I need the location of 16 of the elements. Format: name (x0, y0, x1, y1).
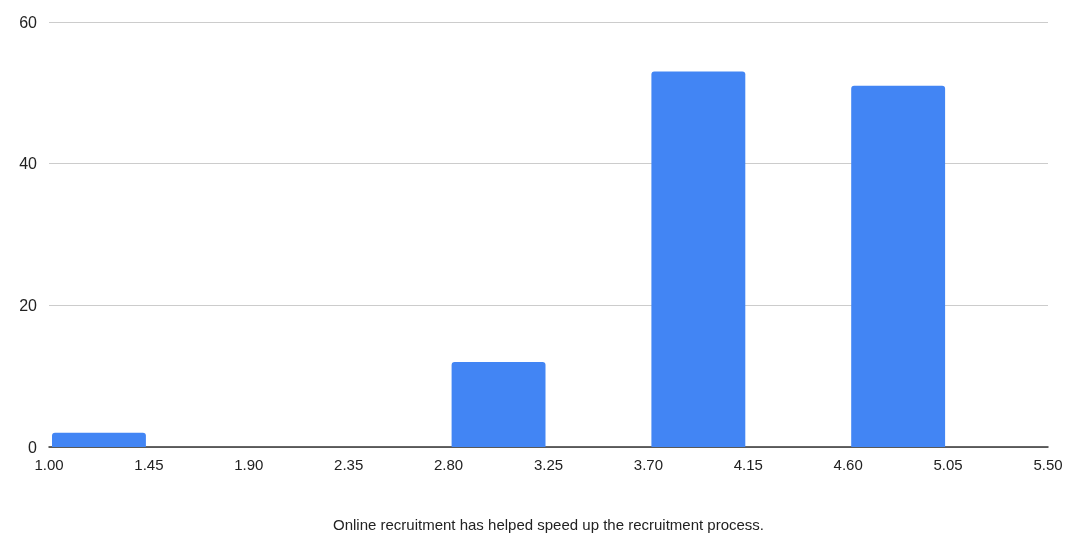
x-tick-label: 5.50 (1033, 456, 1063, 473)
x-tick-label: 2.35 (334, 456, 364, 473)
x-tick-label: 1.00 (34, 456, 64, 473)
x-tick-label: 4.15 (733, 456, 763, 473)
x-tick-label: 3.25 (533, 456, 564, 473)
x-tick-label: 1.45 (134, 456, 164, 473)
x-tick-label: 1.90 (234, 456, 264, 473)
x-tick-label: 3.70 (633, 456, 663, 473)
x-tick-label: 5.05 (933, 456, 963, 473)
y-tick-label: 60 (19, 13, 38, 31)
y-tick-label: 20 (19, 296, 38, 314)
x-tick-label: 2.80 (434, 456, 464, 473)
x-axis-title: Online recruitment has helped speed up the recruitment process. (332, 516, 765, 533)
x-tick-label: 4.60 (833, 456, 863, 473)
y-tick-label: 40 (19, 155, 38, 173)
y-tick-label: 0 (28, 438, 38, 456)
